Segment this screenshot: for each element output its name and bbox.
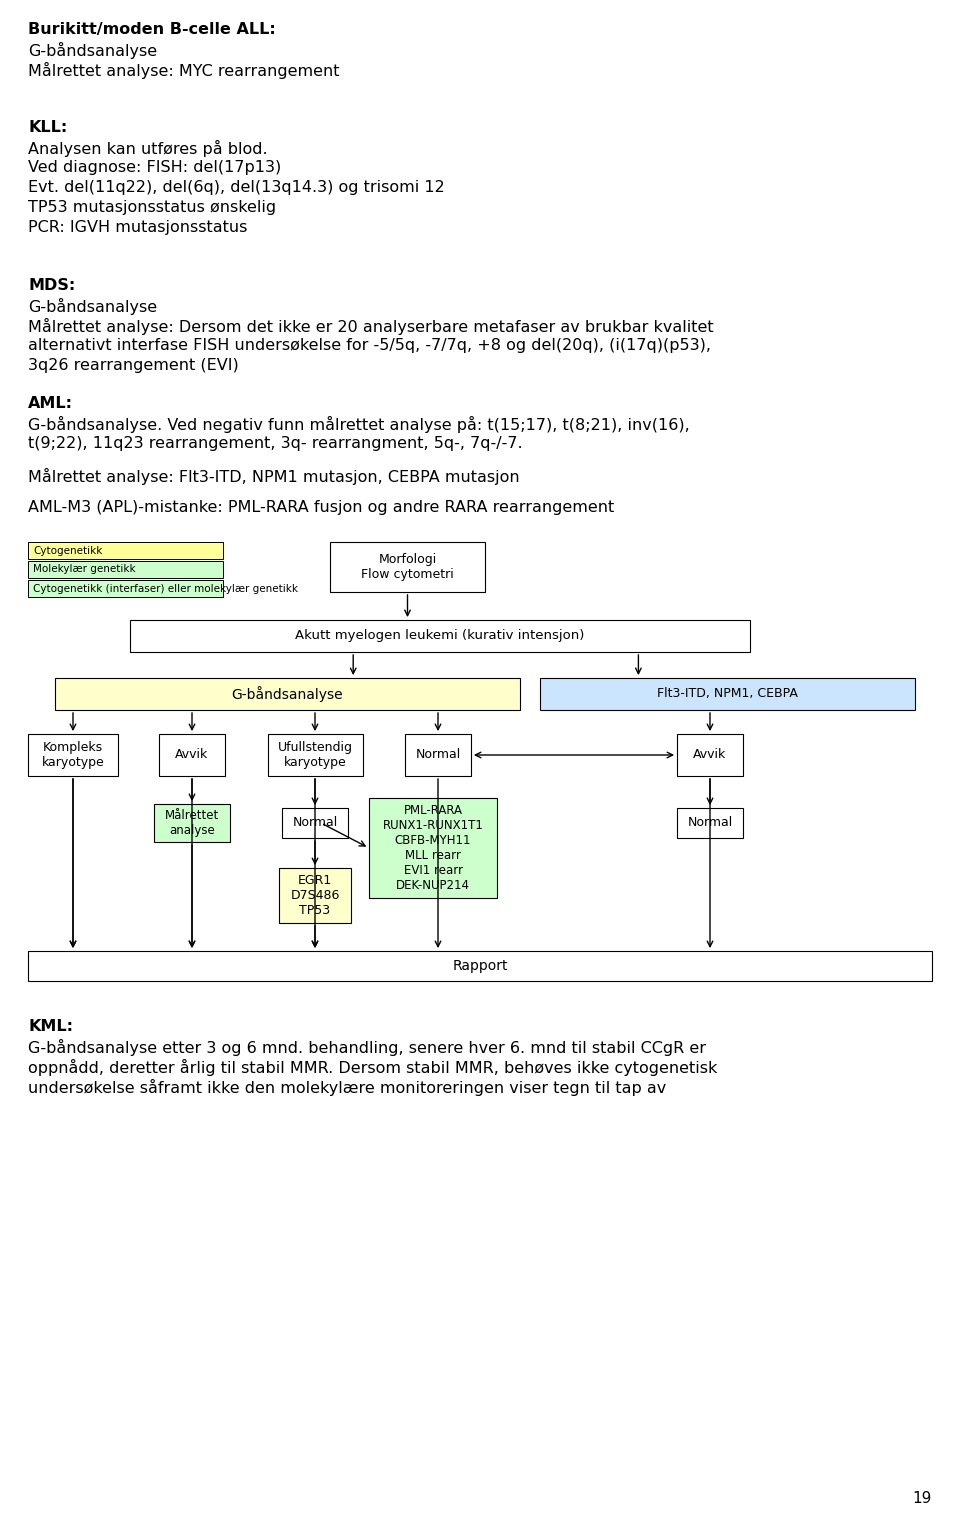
FancyBboxPatch shape (330, 543, 485, 591)
FancyBboxPatch shape (369, 799, 497, 898)
Text: Ufullstendig
karyotype: Ufullstendig karyotype (277, 741, 352, 770)
Text: 3q26 rearrangement (EVI): 3q26 rearrangement (EVI) (28, 358, 239, 373)
Text: PML-RARA
RUNX1-RUNX1T1
CBFB-MYH11
MLL rearr
EVI1 rearr
DEK-NUP214: PML-RARA RUNX1-RUNX1T1 CBFB-MYH11 MLL re… (383, 805, 484, 892)
Text: Normal: Normal (687, 817, 732, 829)
Text: Molekylær genetikk: Molekylær genetikk (33, 564, 135, 575)
Text: Avvik: Avvik (693, 748, 727, 762)
Text: Burikitt/moden B-celle ALL:: Burikitt/moden B-celle ALL: (28, 21, 276, 37)
Text: Normal: Normal (293, 817, 338, 829)
Text: oppnådd, deretter årlig til stabil MMR. Dersom stabil MMR, behøves ikke cytogene: oppnådd, deretter årlig til stabil MMR. … (28, 1059, 717, 1076)
Text: EGR1
D7S486
TP53: EGR1 D7S486 TP53 (290, 873, 340, 917)
Text: Målrettet analyse: Dersom det ikke er 20 analyserbare metafaser av brukbar kvali: Målrettet analyse: Dersom det ikke er 20… (28, 319, 713, 335)
FancyBboxPatch shape (677, 808, 743, 838)
Text: Flt3-ITD, NPM1, CEBPA: Flt3-ITD, NPM1, CEBPA (657, 687, 798, 701)
FancyBboxPatch shape (55, 678, 520, 710)
Text: Rapport: Rapport (452, 959, 508, 972)
Text: Målrettet
analyse: Målrettet analyse (165, 809, 219, 837)
FancyBboxPatch shape (268, 735, 363, 776)
Text: G-båndsanalyse: G-båndsanalyse (231, 686, 344, 703)
Text: Cytogenetikk: Cytogenetikk (33, 546, 103, 556)
FancyBboxPatch shape (677, 735, 743, 776)
Text: G-båndsanalyse: G-båndsanalyse (28, 299, 157, 315)
FancyBboxPatch shape (159, 735, 225, 776)
FancyBboxPatch shape (540, 678, 915, 710)
FancyBboxPatch shape (154, 805, 230, 841)
Text: KML:: KML: (28, 1020, 73, 1033)
Text: KLL:: KLL: (28, 120, 67, 136)
Text: alternativt interfase FISH undersøkelse for -5/5q, -7/7q, +8 og del(20q), (i(17q: alternativt interfase FISH undersøkelse … (28, 338, 711, 354)
Text: PCR: IGVH mutasjonsstatus: PCR: IGVH mutasjonsstatus (28, 219, 248, 235)
Text: Cytogenetikk (interfaser) eller molekylær genetikk: Cytogenetikk (interfaser) eller molekylæ… (33, 584, 298, 593)
Text: G-båndsanalyse etter 3 og 6 mnd. behandling, senere hver 6. mnd til stabil CCgR : G-båndsanalyse etter 3 og 6 mnd. behandl… (28, 1039, 706, 1056)
FancyBboxPatch shape (130, 620, 750, 652)
FancyBboxPatch shape (28, 951, 932, 981)
Text: 19: 19 (913, 1490, 932, 1506)
Text: Evt. del(11q22), del(6q), del(13q14.3) og trisomi 12: Evt. del(11q22), del(6q), del(13q14.3) o… (28, 180, 444, 195)
Text: Kompleks
karyotype: Kompleks karyotype (41, 741, 105, 770)
FancyBboxPatch shape (282, 808, 348, 838)
FancyBboxPatch shape (28, 735, 118, 776)
Text: Morfologi
Flow cytometri: Morfologi Flow cytometri (361, 553, 454, 581)
Text: Avvik: Avvik (176, 748, 208, 762)
FancyBboxPatch shape (28, 581, 223, 597)
Text: Målrettet analyse: Flt3-ITD, NPM1 mutasjon, CEBPA mutasjon: Målrettet analyse: Flt3-ITD, NPM1 mutasj… (28, 468, 519, 485)
FancyBboxPatch shape (279, 869, 351, 924)
FancyBboxPatch shape (28, 543, 223, 559)
Text: AML-M3 (APL)-mistanke: PML-RARA fusjon og andre RARA rearrangement: AML-M3 (APL)-mistanke: PML-RARA fusjon o… (28, 500, 614, 515)
Text: undersøkelse såframt ikke den molekylære monitoreringen viser tegn til tap av: undersøkelse såframt ikke den molekylære… (28, 1079, 666, 1096)
FancyBboxPatch shape (28, 561, 223, 578)
Text: G-båndsanalyse. Ved negativ funn målrettet analyse på: t(15;17), t(8;21), inv(16: G-båndsanalyse. Ved negativ funn målrett… (28, 416, 689, 433)
Text: Normal: Normal (416, 748, 461, 762)
Text: TP53 mutasjonsstatus ønskelig: TP53 mutasjonsstatus ønskelig (28, 200, 276, 215)
Text: AML:: AML: (28, 396, 73, 411)
FancyBboxPatch shape (405, 735, 471, 776)
Text: Akutt myelogen leukemi (kurativ intensjon): Akutt myelogen leukemi (kurativ intensjo… (296, 629, 585, 643)
Text: Analysen kan utføres på blod.: Analysen kan utføres på blod. (28, 140, 268, 157)
Text: t(9;22), 11q23 rearrangement, 3q- rearrangment, 5q-, 7q-/-7.: t(9;22), 11q23 rearrangement, 3q- rearra… (28, 436, 522, 451)
Text: MDS:: MDS: (28, 277, 75, 293)
Text: Målrettet analyse: MYC rearrangement: Målrettet analyse: MYC rearrangement (28, 62, 340, 79)
Text: G-båndsanalyse: G-båndsanalyse (28, 43, 157, 59)
Text: Ved diagnose: FISH: del(17p13): Ved diagnose: FISH: del(17p13) (28, 160, 281, 175)
